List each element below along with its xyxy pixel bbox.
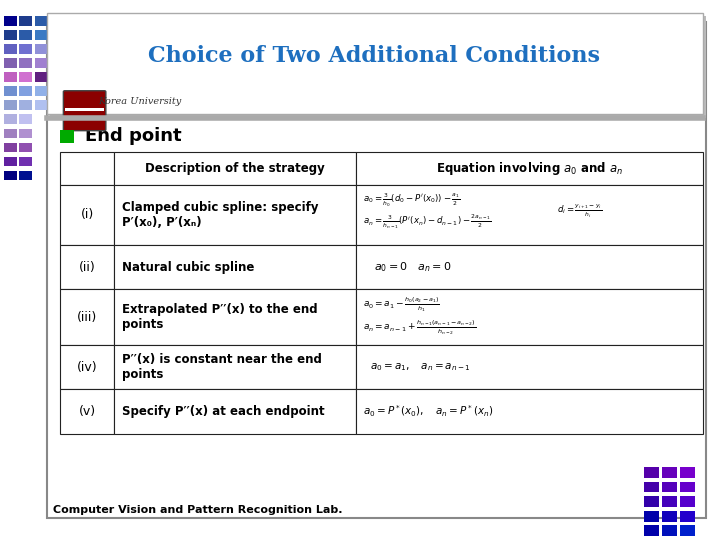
- Bar: [19, 129, 32, 138]
- Bar: [4, 86, 17, 96]
- Bar: [680, 482, 695, 492]
- Text: $a_0 = 0 \quad a_n = 0$: $a_0 = 0 \quad a_n = 0$: [374, 260, 451, 274]
- Bar: [680, 525, 695, 536]
- Bar: [47, 13, 703, 114]
- Bar: [35, 86, 48, 96]
- Text: Natural cubic spline: Natural cubic spline: [122, 261, 254, 274]
- FancyBboxPatch shape: [63, 91, 106, 131]
- Text: (ii): (ii): [78, 261, 96, 274]
- Text: $d_i = \frac{y_{i+1}-y_i}{h_i}$: $d_i = \frac{y_{i+1}-y_i}{h_i}$: [557, 202, 602, 220]
- Bar: [114, 245, 356, 289]
- Bar: [50, 16, 706, 118]
- Bar: [19, 86, 32, 96]
- Bar: [662, 496, 677, 507]
- Bar: [51, 72, 64, 82]
- Bar: [19, 171, 32, 180]
- Bar: [680, 496, 695, 507]
- Bar: [662, 482, 677, 492]
- Bar: [35, 16, 48, 26]
- Bar: [19, 58, 32, 68]
- Bar: [60, 130, 74, 143]
- Bar: [35, 72, 48, 82]
- Bar: [19, 16, 32, 26]
- Bar: [4, 30, 17, 40]
- Bar: [35, 30, 48, 40]
- Text: (v): (v): [78, 405, 96, 418]
- Bar: [356, 345, 703, 389]
- Bar: [662, 525, 677, 536]
- Text: Equation involving $a_0$ and $a_n$: Equation involving $a_0$ and $a_n$: [436, 160, 623, 177]
- Text: Computer Vision and Pattern Recognition Lab.: Computer Vision and Pattern Recognition …: [53, 505, 342, 515]
- Bar: [60, 389, 114, 434]
- Bar: [4, 171, 17, 180]
- Text: $a_n = a_{n-1} + \frac{h_{n-1}(a_{n-1} - a_{n-2})}{h_{n-2}}$: $a_n = a_{n-1} + \frac{h_{n-1}(a_{n-1} -…: [363, 318, 476, 336]
- Bar: [644, 482, 659, 492]
- Text: $a_0 = a_1, \quad a_n = a_{n-1}$: $a_0 = a_1, \quad a_n = a_{n-1}$: [370, 361, 470, 373]
- Bar: [4, 72, 17, 82]
- Bar: [114, 152, 356, 185]
- Bar: [19, 30, 32, 40]
- Bar: [60, 289, 114, 345]
- Text: (iv): (iv): [77, 361, 97, 374]
- Bar: [356, 185, 703, 245]
- Bar: [51, 86, 64, 96]
- Bar: [114, 289, 356, 345]
- Text: Korea University: Korea University: [99, 97, 182, 106]
- Text: (iii): (iii): [77, 310, 97, 324]
- Bar: [662, 511, 677, 522]
- Bar: [4, 143, 17, 152]
- Bar: [356, 245, 703, 289]
- Bar: [4, 129, 17, 138]
- Bar: [4, 114, 17, 124]
- Bar: [644, 467, 659, 478]
- Bar: [19, 114, 32, 124]
- Text: P′′(x) is constant near the end
points: P′′(x) is constant near the end points: [122, 353, 322, 381]
- Bar: [51, 30, 64, 40]
- Bar: [19, 100, 32, 110]
- Bar: [51, 58, 64, 68]
- Bar: [356, 152, 703, 185]
- Bar: [60, 245, 114, 289]
- Text: Extrapolated P′′(x) to the end
points: Extrapolated P′′(x) to the end points: [122, 303, 318, 331]
- Bar: [51, 16, 64, 26]
- Bar: [60, 152, 114, 185]
- Bar: [644, 525, 659, 536]
- Bar: [19, 157, 32, 166]
- Bar: [4, 58, 17, 68]
- Text: $a_0 = \frac{3}{h_0}(d_0 - P'(x_0)) - \frac{a_1}{2}$: $a_0 = \frac{3}{h_0}(d_0 - P'(x_0)) - \f…: [363, 192, 460, 209]
- Text: Clamped cubic spline: specify
P′(x₀), P′(xₙ): Clamped cubic spline: specify P′(x₀), P′…: [122, 201, 318, 229]
- Bar: [114, 185, 356, 245]
- Bar: [356, 289, 703, 345]
- Text: End point: End point: [85, 126, 181, 145]
- Bar: [114, 345, 356, 389]
- Bar: [35, 100, 48, 110]
- Bar: [4, 16, 17, 26]
- Bar: [60, 345, 114, 389]
- Bar: [19, 44, 32, 54]
- Text: $a_0 = P^*(x_0), \quad a_n = P^*(x_n)$: $a_0 = P^*(x_0), \quad a_n = P^*(x_n)$: [363, 404, 493, 419]
- Bar: [356, 389, 703, 434]
- Bar: [644, 496, 659, 507]
- Bar: [4, 100, 17, 110]
- Bar: [662, 467, 677, 478]
- Text: $a_0 = a_1 - \frac{h_0(a_2 - a_1)}{h_1}$: $a_0 = a_1 - \frac{h_0(a_2 - a_1)}{h_1}$: [363, 296, 440, 314]
- Text: $a_n = \frac{3}{h_{n-1}}(P'(x_n) - d_{n-1}) - \frac{2a_{n-1}}{2}$: $a_n = \frac{3}{h_{n-1}}(P'(x_n) - d_{n-…: [363, 213, 491, 232]
- Bar: [35, 44, 48, 54]
- Bar: [680, 511, 695, 522]
- Bar: [51, 44, 64, 54]
- Text: Choice of Two Additional Conditions: Choice of Two Additional Conditions: [148, 45, 600, 66]
- Bar: [4, 157, 17, 166]
- Bar: [65, 108, 104, 111]
- Text: Specify P′′(x) at each endpoint: Specify P′′(x) at each endpoint: [122, 405, 324, 418]
- Bar: [680, 467, 695, 478]
- Bar: [19, 143, 32, 152]
- Bar: [60, 185, 114, 245]
- Text: (i): (i): [81, 208, 94, 221]
- Bar: [19, 72, 32, 82]
- Bar: [114, 389, 356, 434]
- Bar: [4, 44, 17, 54]
- Bar: [35, 58, 48, 68]
- Text: Description of the strategy: Description of the strategy: [145, 162, 325, 175]
- Bar: [644, 511, 659, 522]
